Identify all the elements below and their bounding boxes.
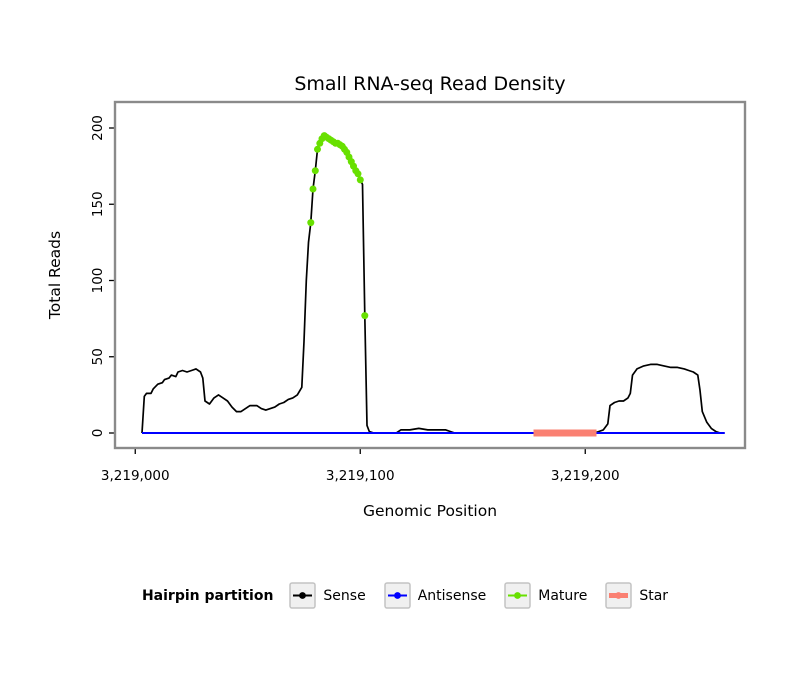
mature-point — [307, 219, 315, 227]
legend-label: Star — [639, 587, 669, 604]
mature-point — [356, 176, 364, 184]
legend-items: Sense Antisense Mature Star — [289, 582, 668, 609]
x-tick-label: 3,219,200 — [551, 468, 620, 484]
legend-label: Sense — [323, 587, 366, 604]
legend-title: Hairpin partition — [141, 587, 274, 604]
y-tick-label: 200 — [90, 115, 106, 141]
mature-point — [354, 170, 362, 178]
legend-item-sense: Sense — [289, 582, 366, 609]
chart-title: Small RNA-seq Read Density — [294, 73, 565, 95]
y-tick-label: 50 — [90, 348, 106, 365]
legend-key-star-icon — [605, 582, 633, 609]
mature-point — [309, 185, 317, 193]
series-sense-line — [141, 134, 721, 434]
mature-point — [314, 145, 321, 153]
legend-item-star: Star — [605, 582, 668, 609]
legend-item-antisense: Antisense — [383, 582, 487, 609]
legend-key-antisense-icon — [383, 582, 411, 609]
y-axis-label: Total Reads — [46, 231, 64, 320]
legend-label: Antisense — [417, 587, 487, 604]
y-tick-label: 150 — [90, 191, 106, 217]
mature-point — [311, 167, 319, 175]
mature-point — [361, 312, 369, 320]
x-tick-label: 3,219,100 — [326, 468, 395, 484]
plot-svg: Small RNA-seq Read Density Genomic Posit… — [46, 73, 747, 520]
x-tick-label: 3,219,000 — [101, 468, 170, 484]
plot-panel: 3,219,000 3,219,100 3,219,200 0 50 100 150 200 — [90, 100, 747, 484]
legend-item-mature: Mature — [504, 582, 587, 609]
x-axis-label: Genomic Position — [363, 502, 497, 520]
series-mature-points — [307, 132, 369, 320]
panel-border — [113, 100, 747, 450]
legend-key-sense-icon — [289, 582, 317, 609]
legend-key-mature-icon — [504, 582, 531, 609]
y-tick-label: 0 — [90, 429, 106, 438]
legend-label: Mature — [538, 587, 588, 604]
y-tick-label: 100 — [90, 268, 106, 294]
legend: Hairpin partition Sense Antisense Mature St… — [0, 582, 810, 609]
